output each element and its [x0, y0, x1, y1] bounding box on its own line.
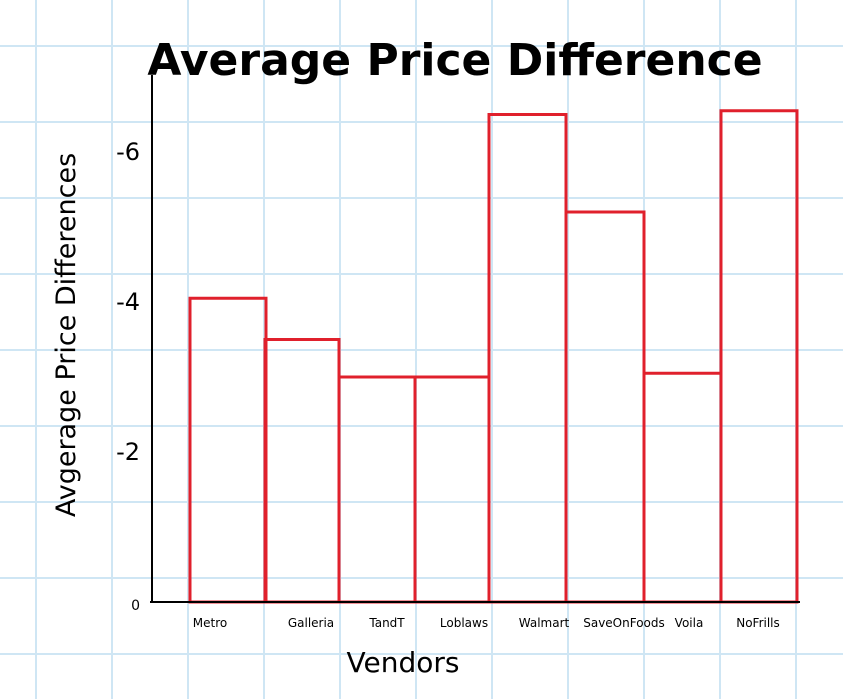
x-axis-label: Vendors: [347, 646, 460, 679]
x-tick-label: Galleria: [288, 616, 334, 630]
bar-tandt: [337, 375, 417, 604]
bar-metro: [188, 296, 268, 604]
x-tick-label: NoFrills: [736, 616, 780, 630]
x-tick-label: SaveOnFoods: [583, 616, 665, 630]
chart-title: Average Price Difference: [147, 35, 762, 86]
bar-voila: [642, 371, 723, 604]
bar-nofrills: [719, 109, 799, 604]
x-tick-label: Voila: [675, 616, 704, 630]
y-tick-label: -4: [116, 288, 140, 316]
y-tick-label: 0: [131, 598, 140, 614]
x-tick-label: Metro: [193, 616, 227, 630]
bar-loblaws: [413, 375, 491, 604]
bar-galleria: [263, 338, 341, 604]
bar-walmart: [487, 113, 568, 604]
y-tick-label: -2: [116, 438, 140, 466]
x-tick-label: TandT: [368, 616, 405, 630]
x-tick-label: Walmart: [519, 616, 570, 630]
y-axis-label: Avgerage Price Differences: [51, 153, 82, 517]
bar-saveonfoods: [564, 210, 646, 604]
x-tick-label: Loblaws: [440, 616, 488, 630]
y-tick-label: -6: [116, 138, 140, 166]
